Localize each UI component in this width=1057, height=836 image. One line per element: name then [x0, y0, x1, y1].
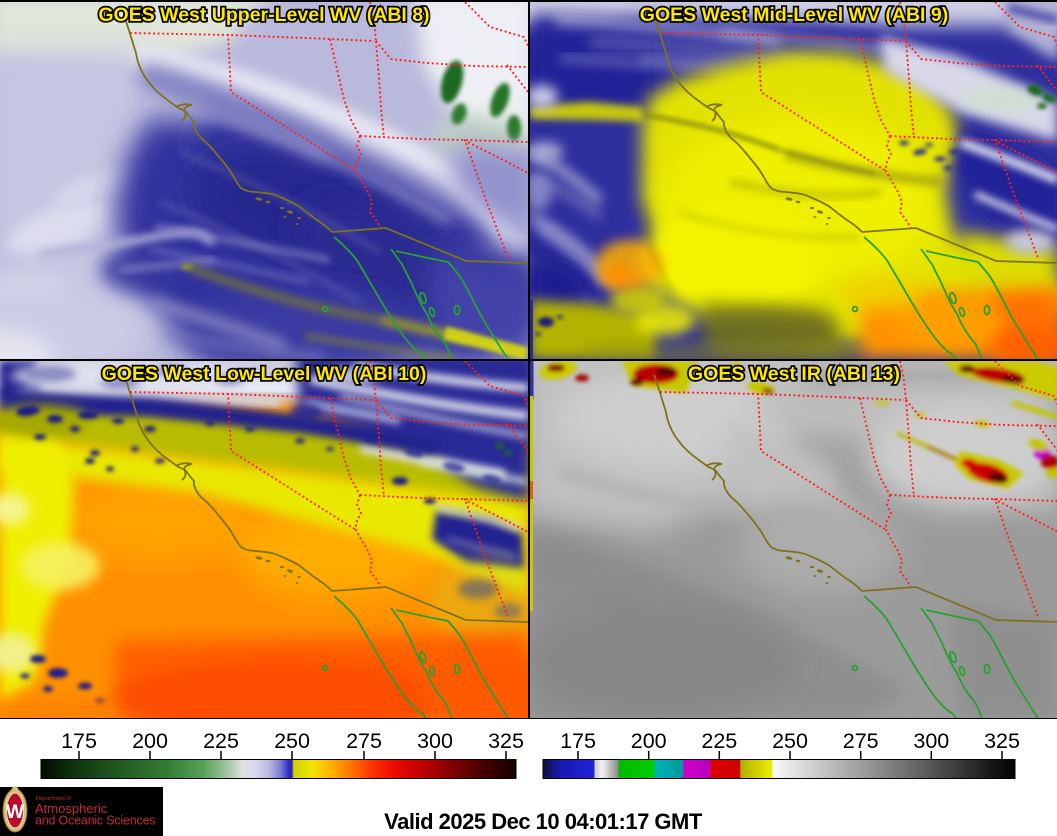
svg-text:250: 250 [772, 729, 808, 753]
svg-text:GOES West IR (ABI 13): GOES West IR (ABI 13) [688, 363, 900, 385]
svg-text:300: 300 [913, 729, 949, 753]
svg-text:175: 175 [560, 729, 596, 753]
svg-text:GOES West Mid-Level WV (ABI 9): GOES West Mid-Level WV (ABI 9) [640, 4, 948, 26]
svg-text:175: 175 [61, 729, 97, 753]
svg-text:Valid 2025 Dec 10 04:01:17 GMT: Valid 2025 Dec 10 04:01:17 GMT [384, 809, 703, 834]
svg-text:225: 225 [203, 729, 239, 753]
svg-text:and Oceanic Sciences: and Oceanic Sciences [35, 814, 155, 828]
svg-text:GOES West Upper-Level WV (ABI: GOES West Upper-Level WV (ABI 8) [98, 4, 429, 26]
svg-text:275: 275 [843, 729, 879, 753]
svg-text:250: 250 [274, 729, 310, 753]
svg-text:300: 300 [417, 729, 453, 753]
svg-text:GOES West Low-Level WV (ABI 10: GOES West Low-Level WV (ABI 10) [102, 363, 427, 385]
svg-text:Department of: Department of [36, 796, 71, 802]
svg-text:225: 225 [701, 729, 737, 753]
svg-text:325: 325 [488, 729, 524, 753]
svg-text:200: 200 [631, 729, 667, 753]
svg-text:275: 275 [346, 729, 382, 753]
svg-text:325: 325 [984, 729, 1020, 753]
svg-text:W: W [6, 802, 24, 823]
svg-text:200: 200 [132, 729, 168, 753]
svg-text:Atmospheric: Atmospheric [35, 801, 108, 816]
